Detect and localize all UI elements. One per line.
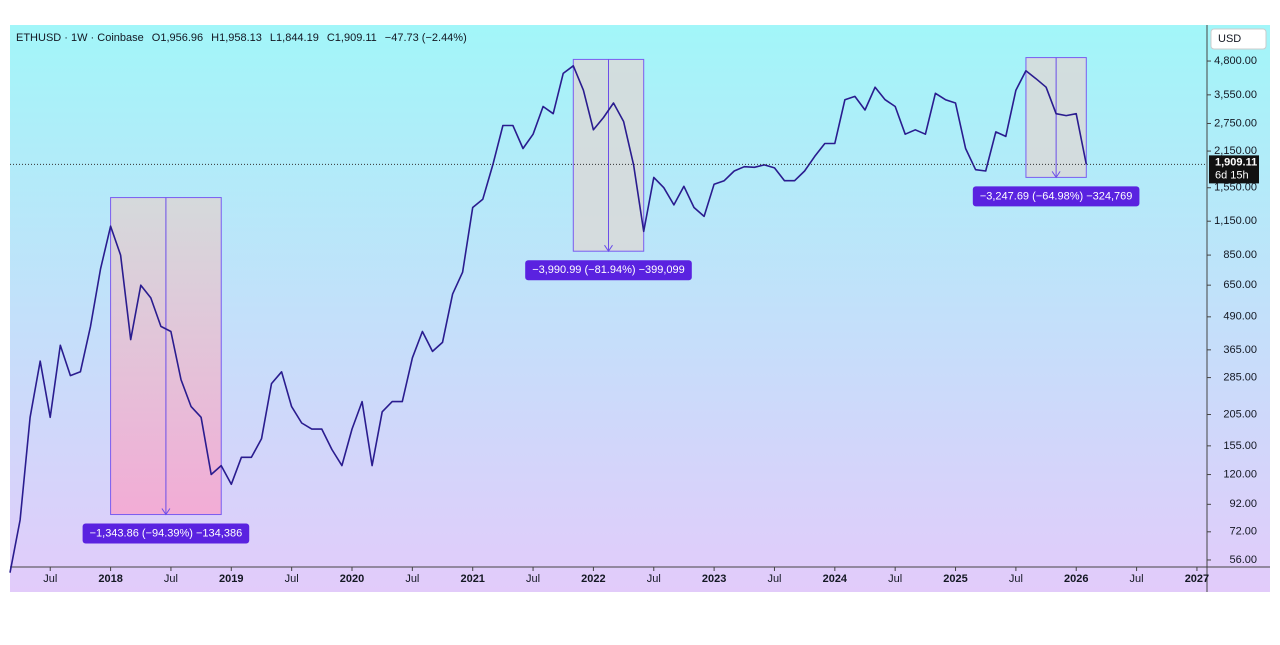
x-tick-label: Jul xyxy=(164,573,178,585)
x-tick-label: 2024 xyxy=(823,573,848,585)
x-tick-label: 2021 xyxy=(460,573,484,585)
y-tick-label: 365.00 xyxy=(1223,344,1257,356)
countdown: 6d 15h xyxy=(1215,169,1249,181)
x-tick-label: 2019 xyxy=(219,573,243,585)
x-tick-label: 2027 xyxy=(1185,573,1209,585)
header-text: L1,844.19 xyxy=(270,32,319,44)
y-tick-label: 2,750.00 xyxy=(1214,117,1257,129)
x-tick-label: Jul xyxy=(405,573,419,585)
header-text: O1,956.96 xyxy=(152,32,203,44)
x-tick-label: 2023 xyxy=(702,573,726,585)
measure-arrowhead xyxy=(604,244,613,253)
x-tick-label: Jul xyxy=(647,573,661,585)
measure-label-bg xyxy=(972,186,1140,207)
price-line xyxy=(9,65,1088,573)
currency-button[interactable] xyxy=(1210,28,1267,50)
y-tick-label: 285.00 xyxy=(1223,371,1257,383)
x-tick-label: Jul xyxy=(526,573,540,585)
measure-label-bg xyxy=(525,260,692,281)
header-text: C1,909.11 xyxy=(327,32,377,44)
y-tick-label: 205.00 xyxy=(1223,408,1257,420)
last-price-tag xyxy=(1209,155,1259,184)
x-tick-label: Jul xyxy=(285,573,299,585)
measure-label-text: −3,990.99 (−81.94%) −399,099 xyxy=(532,264,685,276)
currency: USD xyxy=(1218,33,1241,45)
y-tick-label: 92.00 xyxy=(1229,498,1257,510)
y-tick-label: 1,550.00 xyxy=(1214,182,1257,194)
y-tick-label: 3,550.00 xyxy=(1214,89,1257,101)
x-tick-label: 2026 xyxy=(1064,573,1088,585)
measure-label-text: −1,343.86 (−94.39%) −134,386 xyxy=(90,527,243,539)
x-tick-label: Jul xyxy=(888,573,902,585)
header-text: ETHUSD · 1W · Coinbase xyxy=(16,32,144,44)
header-text: −47.73 (−2.44%) xyxy=(385,32,467,44)
header-text: H1,958.13 xyxy=(211,32,262,44)
y-tick-label: 1,150.00 xyxy=(1214,215,1257,227)
x-tick-label: Jul xyxy=(43,573,57,585)
measure-arrowhead xyxy=(161,508,171,516)
y-tick-label: 120.00 xyxy=(1223,468,1257,480)
measure-label: −1,343.86 (−94.39%) −134,386 xyxy=(82,523,250,544)
measure-label-bg xyxy=(82,523,250,544)
measure-label: −3,990.99 (−81.94%) −399,099 xyxy=(525,260,692,281)
y-tick-label: 650.00 xyxy=(1223,279,1257,291)
x-tick-label: Jul xyxy=(1130,573,1144,585)
y-tick-label: 490.00 xyxy=(1223,311,1257,323)
x-tick-label: 2025 xyxy=(943,573,967,585)
y-tick-label: 850.00 xyxy=(1223,249,1257,261)
measure-label: −3,247.69 (−64.98%) −324,769 xyxy=(972,186,1140,207)
y-tick-label: 155.00 xyxy=(1223,440,1257,452)
x-tick-label: 2018 xyxy=(98,573,122,585)
x-tick-label: Jul xyxy=(1009,573,1023,585)
x-tick-label: Jul xyxy=(767,573,781,585)
y-tick-label: 56.00 xyxy=(1229,554,1257,566)
y-tick-label: 72.00 xyxy=(1229,526,1257,538)
measure-label-text: −3,247.69 (−64.98%) −324,769 xyxy=(980,190,1133,202)
y-tick-label: 2,150.00 xyxy=(1214,145,1257,157)
measure-arrowhead xyxy=(1051,171,1061,179)
last-price-label: 1,909.11 xyxy=(1215,156,1257,168)
x-tick-label: 2022 xyxy=(581,573,605,585)
y-tick-label: 4,800.00 xyxy=(1214,55,1257,67)
x-tick-label: 2020 xyxy=(340,573,364,585)
